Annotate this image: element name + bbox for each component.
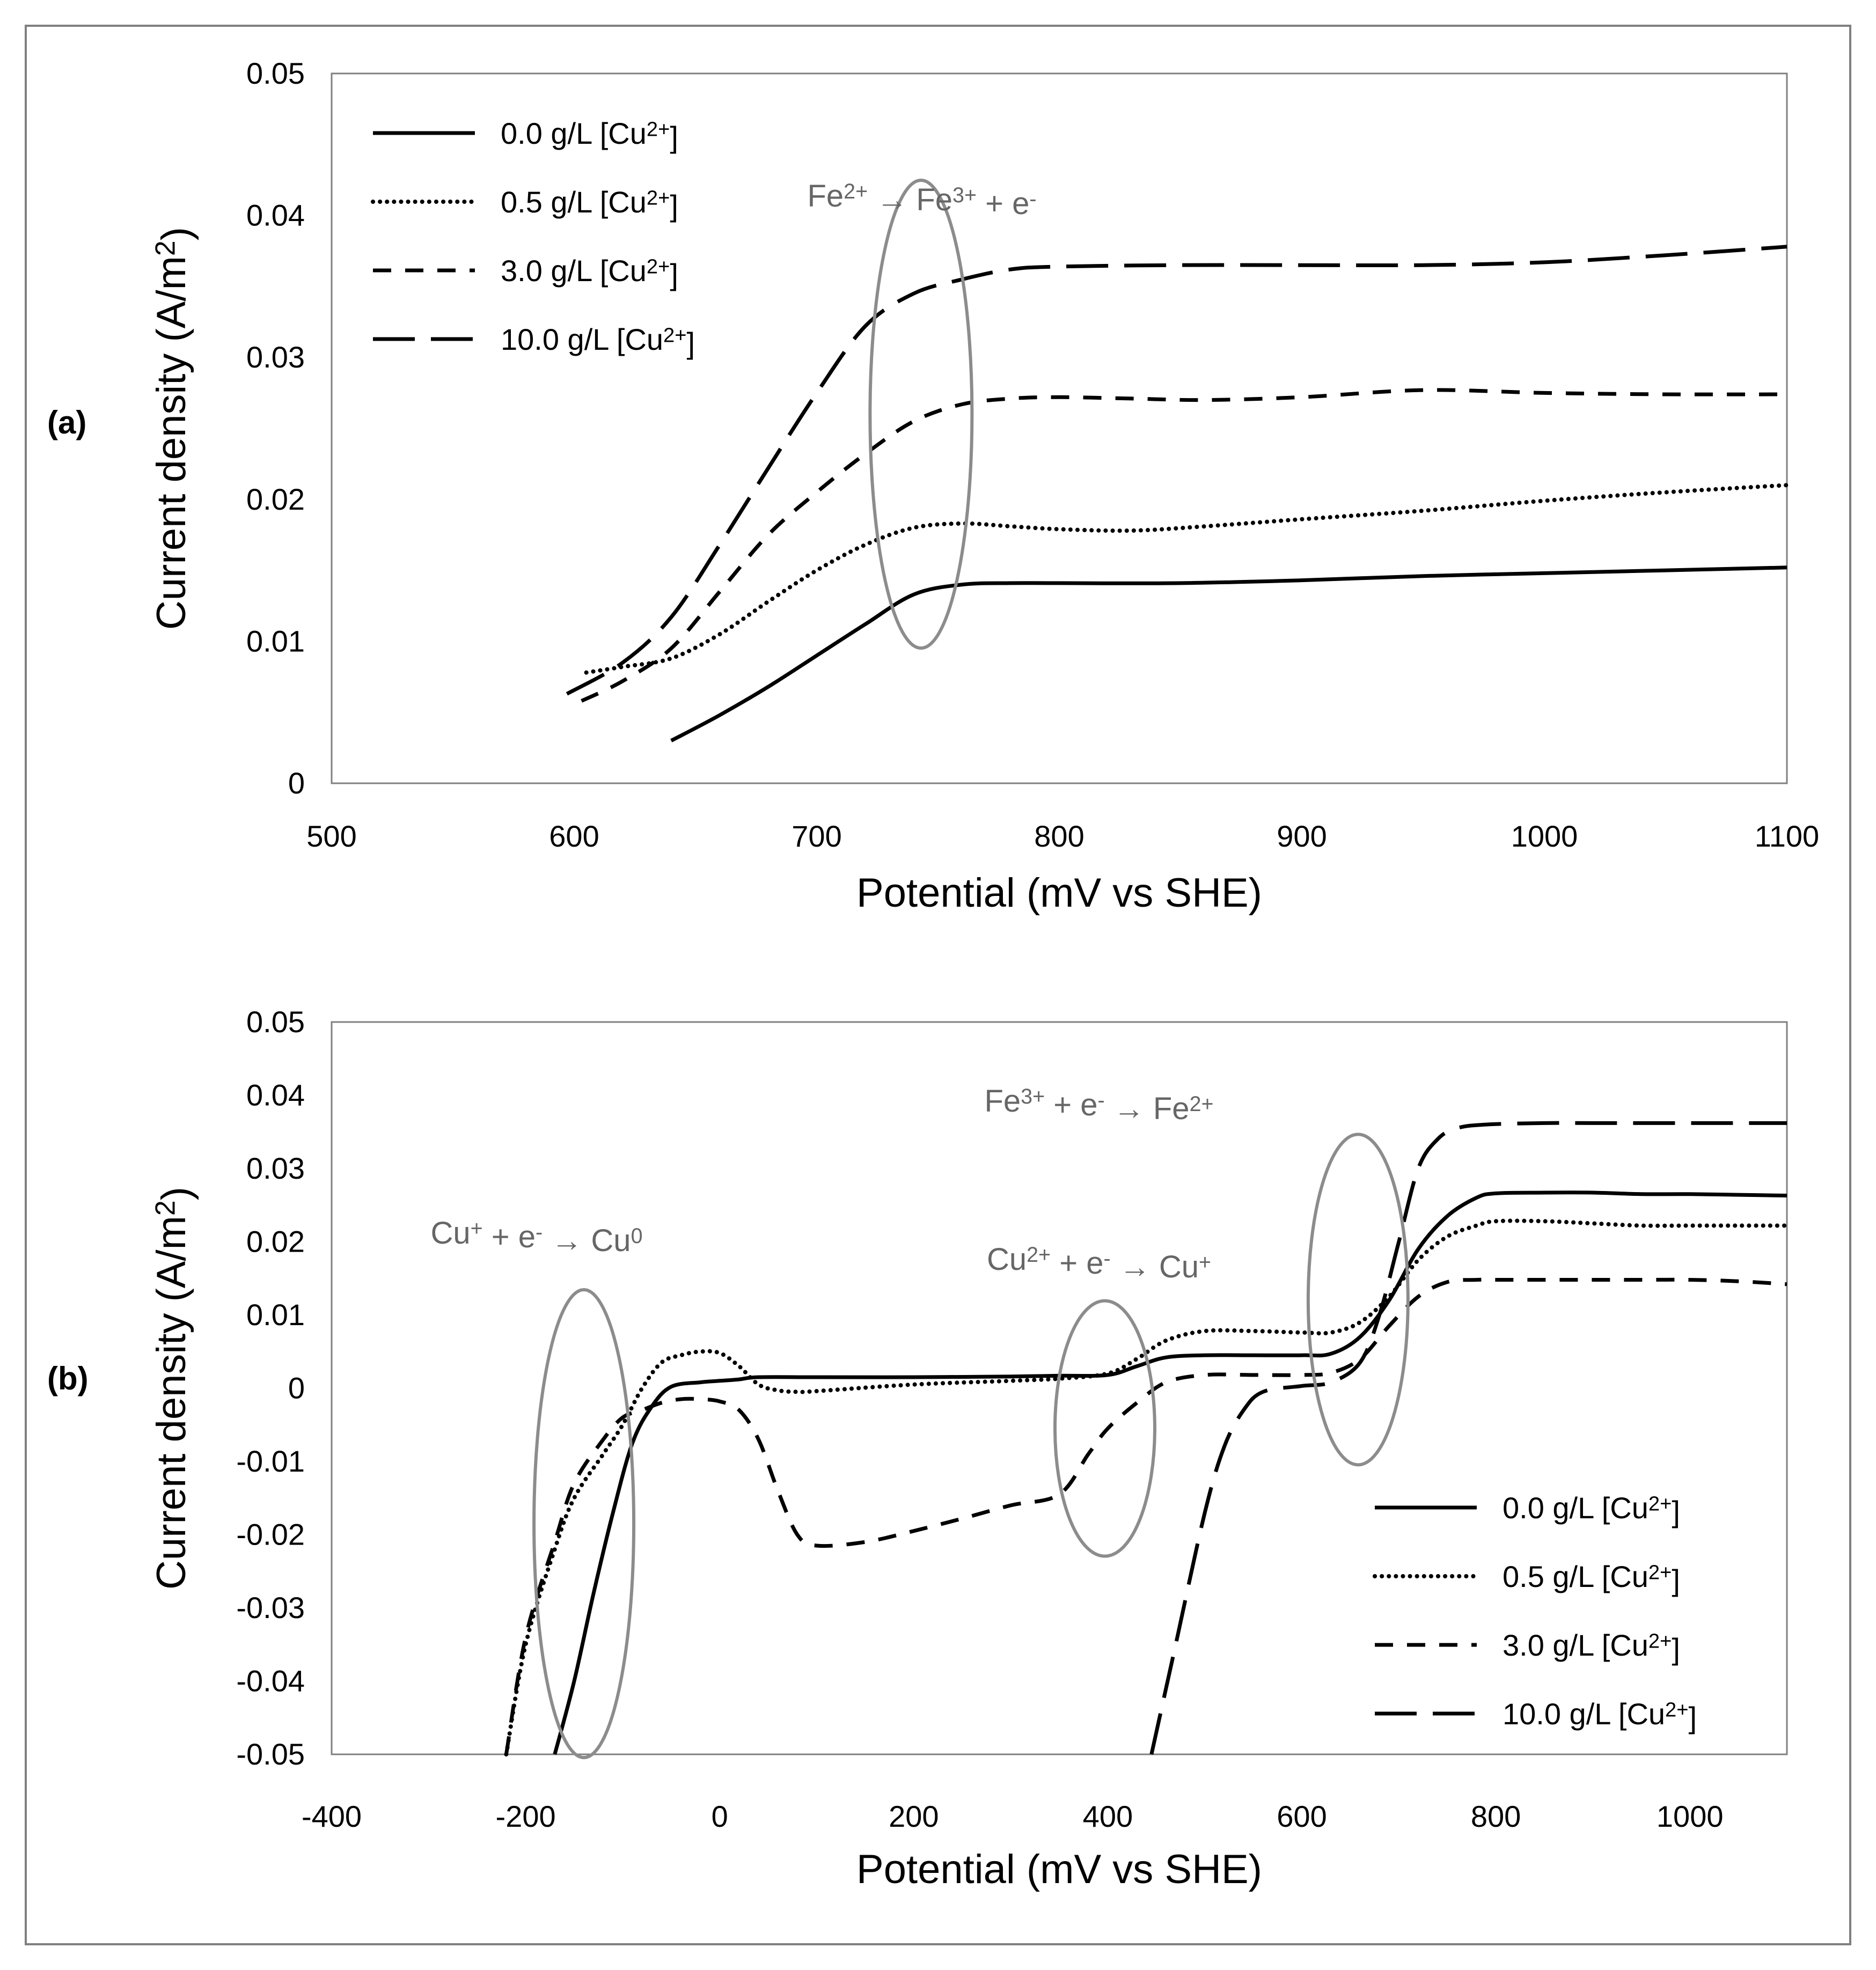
y-tick-label-b: 0.02	[246, 1225, 305, 1259]
series-line-b-2	[504, 1277, 1787, 1755]
annotation-ellipse-b	[532, 1288, 636, 1760]
x-tick-label-b: 1000	[1657, 1799, 1724, 1833]
y-tick-label-b: 0.03	[246, 1151, 305, 1185]
x-tick-label-b: 800	[1471, 1799, 1521, 1833]
series-group-b	[504, 1121, 1789, 1756]
annotation-ellipse-b	[1306, 1133, 1410, 1467]
chart-panel-b: (b) -400 -200 0 200 400 600 800 1000 -0.05 -0.04 -0…	[47, 1005, 1789, 1892]
series-line-b-1	[504, 1218, 1789, 1756]
series-line-b-0	[553, 1190, 1787, 1755]
series-line-a-2	[581, 388, 1787, 703]
chart-panel-a: (a) 500 600 700 800 900 1000 1100 0 0.01 0.02 0.03 0…	[47, 56, 1819, 916]
legend-label-b: 10.0 g/L [Cu2+]	[1503, 1697, 1697, 1734]
y-tick-label-a: 0.01	[246, 624, 305, 658]
x-tick-label-b: -200	[496, 1799, 556, 1833]
annotation-label-b: Cu2+ + e- → Cu+	[987, 1242, 1211, 1284]
annotation-label-b: Fe3+ + e- → Fe2+	[984, 1084, 1213, 1126]
legend-label-b: 3.0 g/L [Cu2+]	[1503, 1628, 1680, 1666]
plot-area-b	[331, 1021, 1788, 1755]
y-tick-label-b: -0.04	[236, 1664, 305, 1698]
y-tick-label-a: 0.04	[246, 199, 305, 232]
annotation-ellipse-b	[1053, 1299, 1156, 1558]
y-axis-title-b: Current density (A/m2)	[149, 1187, 199, 1590]
y-tick-label-b: -0.01	[236, 1444, 305, 1478]
annotation-label-a: Fe2+ → Fe3+ + e-	[807, 179, 1036, 221]
y-tick-label-b: 0.05	[246, 1005, 305, 1039]
x-tick-label-a: 1000	[1511, 819, 1578, 853]
legend-label-b: 0.5 g/L [Cu2+]	[1503, 1560, 1680, 1597]
x-tick-label-a: 1100	[1755, 819, 1819, 853]
x-axis-title-a: Potential (mV vs SHE)	[856, 870, 1262, 916]
y-axis-title-a: Current density (A/m2)	[149, 227, 199, 630]
series-group-a	[566, 245, 1789, 743]
panel-label-b: (b)	[47, 1361, 89, 1396]
x-tick-label-b: 200	[889, 1799, 939, 1833]
legend-label-a: 0.5 g/L [Cu2+]	[501, 185, 678, 223]
legend-label-b: 0.0 g/L [Cu2+]	[1503, 1491, 1680, 1528]
y-tick-label-b: 0.01	[246, 1298, 305, 1332]
x-tick-label-a: 600	[549, 819, 599, 853]
x-tick-label-a: 700	[792, 819, 841, 853]
y-tick-label-a: 0.05	[246, 56, 305, 90]
legend-label-a: 10.0 g/L [Cu2+]	[501, 322, 695, 360]
legend-label-a: 0.0 g/L [Cu2+]	[501, 116, 678, 154]
x-tick-label-b: 600	[1277, 1799, 1327, 1833]
annotation-label-b: Cu+ + e- → Cu0	[430, 1216, 642, 1258]
y-tick-label-b: -0.03	[236, 1591, 305, 1624]
legend-label-a: 3.0 g/L [Cu2+]	[501, 254, 678, 291]
y-tick-label-b: -0.05	[236, 1737, 305, 1771]
legend-a: 0.0 g/L [Cu2+] 0.5 g/L [Cu2+] 3.0 g/L [Cu2…	[371, 116, 695, 360]
series-line-a-1	[584, 483, 1789, 675]
y-tick-label-a: 0	[288, 766, 305, 800]
x-tick-label-a: 900	[1277, 819, 1327, 853]
annotation-ellipse-a	[868, 179, 974, 650]
x-tick-label-b: 400	[1083, 1799, 1133, 1833]
series-line-a-0	[670, 565, 1787, 743]
x-tick-label-b: 0	[712, 1799, 728, 1833]
figure-frame	[25, 25, 1851, 1945]
series-line-b-3	[1149, 1121, 1787, 1755]
y-tick-label-b: 0	[288, 1371, 305, 1405]
x-axis-title-b: Potential (mV vs SHE)	[856, 1847, 1262, 1892]
y-tick-label-a: 0.03	[246, 340, 305, 374]
y-tick-label-b: -0.02	[236, 1518, 305, 1552]
plot-area-a	[331, 72, 1788, 784]
y-tick-label-b: 0.04	[246, 1078, 305, 1112]
x-tick-label-a: 500	[306, 819, 356, 853]
x-tick-label-b: -400	[302, 1799, 362, 1833]
x-tick-label-a: 800	[1034, 819, 1084, 853]
y-tick-label-a: 0.02	[246, 482, 305, 516]
legend-b: 0.0 g/L [Cu2+] 0.5 g/L [Cu2+] 3.0 g/L [Cu2…	[1373, 1491, 1697, 1734]
panel-label-a: (a)	[47, 405, 86, 440]
